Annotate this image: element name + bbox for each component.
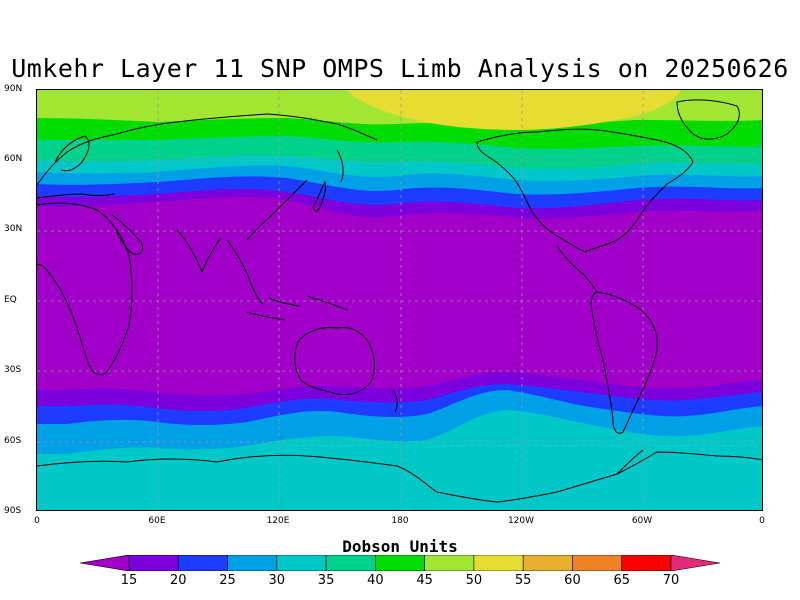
colorbar-swatch [474,555,523,571]
map-title: Umkehr Layer 11 SNP OMPS Limb Analysis o… [0,54,800,83]
x-tick: 0 [742,516,782,526]
y-tick: EQ [4,295,32,305]
colorbar-swatch [277,555,326,571]
colorbar-swatch [228,555,277,571]
y-tick: 60S [4,436,32,446]
colorbar-label: 15 [114,573,144,588]
colorbar-swatch [375,555,424,571]
colorbar-max-arrow [671,555,720,571]
colorbar-min-arrow [80,555,129,571]
colorbar-swatch [572,555,621,571]
y-tick: 90N [4,84,32,94]
colorbar-label: 45 [410,573,440,588]
x-tick: 60W [622,516,662,526]
y-tick: 90S [4,506,32,516]
y-tick: 60N [4,154,32,164]
ozone-map [36,89,763,511]
x-tick: 120W [501,516,541,526]
y-tick: 30S [4,365,32,375]
colorbar-title: Dobson Units [0,537,800,556]
x-tick: 0 [17,516,57,526]
colorbar-label: 60 [557,573,587,588]
colorbar-label: 40 [360,573,390,588]
x-tick: 60E [137,516,177,526]
colorbar-swatch [425,555,474,571]
y-tick: 30N [4,224,32,234]
x-tick: 120E [258,516,298,526]
colorbar [80,555,720,571]
colorbar-swatch [622,555,671,571]
colorbar-swatch [178,555,227,571]
colorbar-swatch [129,555,178,571]
colorbar-label: 30 [262,573,292,588]
colorbar-label: 20 [163,573,193,588]
colorbar-label: 50 [459,573,489,588]
colorbar-label: 35 [311,573,341,588]
colorbar-label: 55 [508,573,538,588]
colorbar-label: 25 [213,573,243,588]
colorbar-label: 65 [607,573,637,588]
colorbar-label: 70 [656,573,686,588]
colorbar-swatch [326,555,375,571]
x-tick: 180 [380,516,420,526]
colorbar-swatch [523,555,572,571]
